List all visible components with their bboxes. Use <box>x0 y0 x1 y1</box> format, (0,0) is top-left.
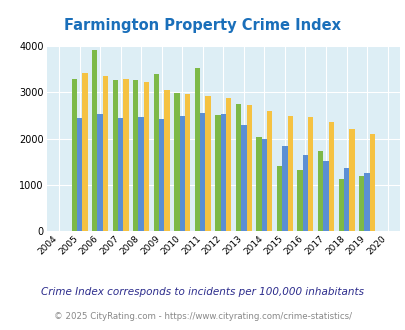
Bar <box>118 118 123 231</box>
Bar <box>194 68 200 231</box>
Bar <box>123 79 128 231</box>
Bar <box>235 104 241 231</box>
Text: Farmington Property Crime Index: Farmington Property Crime Index <box>64 18 341 33</box>
Bar <box>276 166 281 231</box>
Bar <box>363 173 369 231</box>
Bar <box>82 73 87 231</box>
Bar <box>184 94 190 231</box>
Bar <box>266 111 272 231</box>
Bar <box>133 81 138 231</box>
Bar <box>179 116 184 231</box>
Bar <box>205 96 210 231</box>
Bar <box>112 81 118 231</box>
Bar <box>358 176 363 231</box>
Bar <box>241 125 246 231</box>
Bar <box>322 161 328 231</box>
Bar <box>220 114 226 231</box>
Bar <box>307 117 313 231</box>
Text: Crime Index corresponds to incidents per 100,000 inhabitants: Crime Index corresponds to incidents per… <box>41 287 364 297</box>
Bar <box>92 50 97 231</box>
Bar <box>71 80 77 231</box>
Bar <box>226 98 231 231</box>
Bar <box>328 121 333 231</box>
Bar <box>343 168 348 231</box>
Bar <box>246 105 251 231</box>
Bar <box>77 118 82 231</box>
Bar <box>102 76 108 231</box>
Bar <box>174 93 179 231</box>
Bar <box>153 74 159 231</box>
Bar <box>302 155 307 231</box>
Bar <box>164 90 169 231</box>
Bar <box>215 115 220 231</box>
Bar <box>338 179 343 231</box>
Bar <box>159 119 164 231</box>
Bar <box>317 151 322 231</box>
Bar <box>261 139 266 231</box>
Bar <box>200 113 205 231</box>
Bar <box>97 114 102 231</box>
Bar <box>297 170 302 231</box>
Bar <box>256 137 261 231</box>
Bar <box>348 129 354 231</box>
Bar <box>369 134 374 231</box>
Bar <box>143 82 149 231</box>
Text: © 2025 CityRating.com - https://www.cityrating.com/crime-statistics/: © 2025 CityRating.com - https://www.city… <box>54 312 351 321</box>
Bar <box>281 146 287 231</box>
Bar <box>138 117 143 231</box>
Bar <box>287 116 292 231</box>
